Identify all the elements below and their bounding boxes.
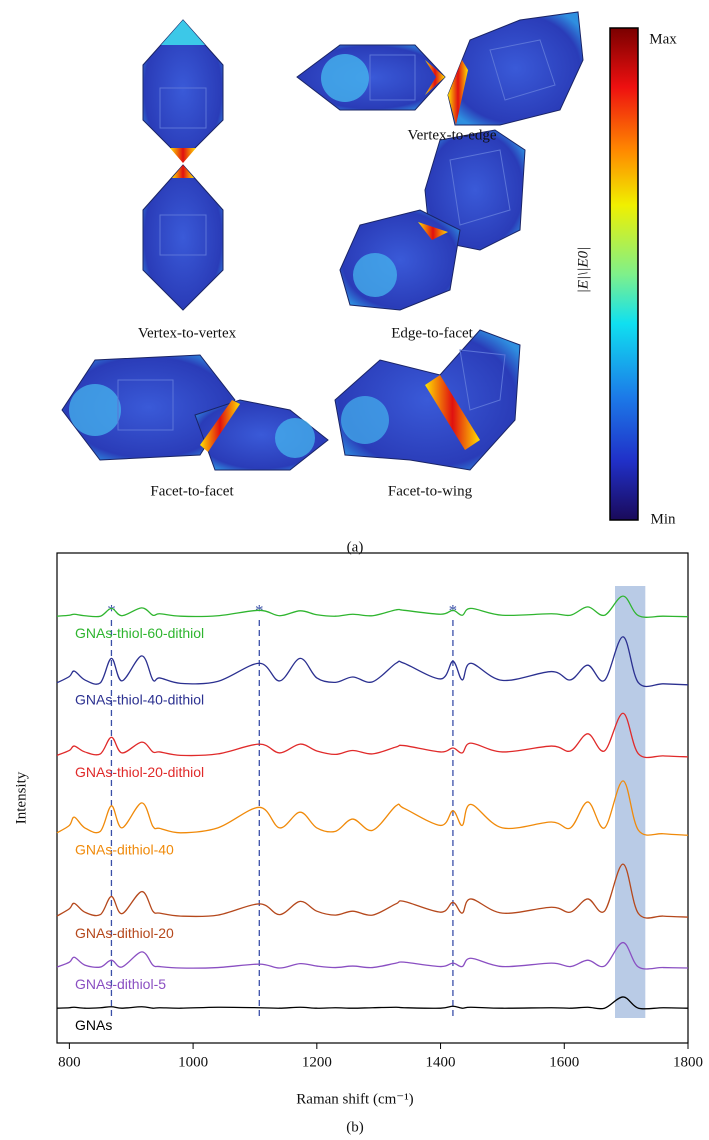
facet	[369, 54, 416, 101]
spectrum-line	[56, 780, 689, 836]
field-spot	[161, 20, 205, 45]
series-label: GNAs-thiol-20-dithiol	[75, 764, 204, 780]
config-label: Facet-to-facet	[150, 483, 234, 499]
hot-spot	[172, 165, 194, 178]
config-label: Edge-to-facet	[391, 325, 473, 341]
spectrum-line	[56, 996, 689, 1010]
facet	[449, 149, 511, 226]
facet	[489, 39, 556, 101]
series-label: GNAs-dithiol-20	[75, 925, 174, 941]
series-label: GNAs	[75, 1017, 112, 1033]
particle	[447, 11, 584, 126]
hot-spot	[425, 60, 445, 95]
colorbar-max: Max	[649, 31, 677, 47]
facet	[459, 349, 506, 411]
colorbar	[609, 27, 639, 521]
facet	[117, 379, 174, 431]
config-label: Vertex-to-vertex	[138, 325, 237, 341]
field-spot	[69, 384, 121, 436]
panel-a-images	[61, 11, 584, 471]
colorbar-min: Min	[650, 511, 676, 527]
marker-label: *	[107, 601, 116, 620]
field-spot	[353, 253, 397, 297]
spectrum-line	[56, 712, 689, 759]
x-axis-label: Raman shift (cm⁻¹)	[296, 1091, 413, 1107]
hot-spot	[200, 400, 240, 452]
x-tick-label: 1000	[178, 1054, 208, 1070]
hot-spot	[425, 375, 480, 450]
colorbar-label: |E|\|E0|	[575, 247, 591, 294]
series-label: GNAs-thiol-60-dithiol	[75, 625, 204, 641]
panel-caption: (a)	[347, 539, 364, 555]
spectrum-line	[56, 941, 689, 970]
y-axis-label: Intensity	[13, 771, 29, 824]
panel-caption: (b)	[346, 1119, 364, 1135]
particle	[142, 164, 224, 311]
config-label: Vertex-to-edge	[407, 127, 496, 143]
series-label: GNAs-thiol-40-dithiol	[75, 692, 204, 708]
x-tick-label: 1600	[549, 1054, 579, 1070]
facet	[159, 87, 207, 129]
x-tick-label: 1400	[426, 1054, 456, 1070]
facet	[159, 214, 207, 256]
plot-frame	[56, 552, 689, 1044]
particle	[339, 209, 461, 311]
hot-spot	[448, 60, 468, 125]
hot-spot	[170, 148, 196, 163]
x-tick-label: 800	[58, 1054, 81, 1070]
spectrum-line	[56, 636, 689, 688]
field-spot	[275, 418, 315, 458]
field-spot	[321, 54, 369, 102]
spectrum-line	[56, 595, 689, 618]
hot-spot	[418, 222, 448, 240]
config-label: Facet-to-wing	[388, 483, 473, 499]
panel-a-labels: Vertex-to-vertex Vertex-to-edge Edge-to-…	[138, 27, 677, 555]
raman-chart: Raman shift (cm⁻¹) Intensity (b) * * *800 1…	[13, 552, 703, 1135]
spectrum-line	[56, 863, 689, 919]
field-spot	[341, 396, 389, 444]
series-label: GNAs-dithiol-40	[75, 841, 174, 857]
series-label: GNAs-dithiol-5	[75, 976, 166, 992]
x-tick-label: 1800	[673, 1054, 703, 1070]
x-tick-label: 1200	[302, 1054, 332, 1070]
